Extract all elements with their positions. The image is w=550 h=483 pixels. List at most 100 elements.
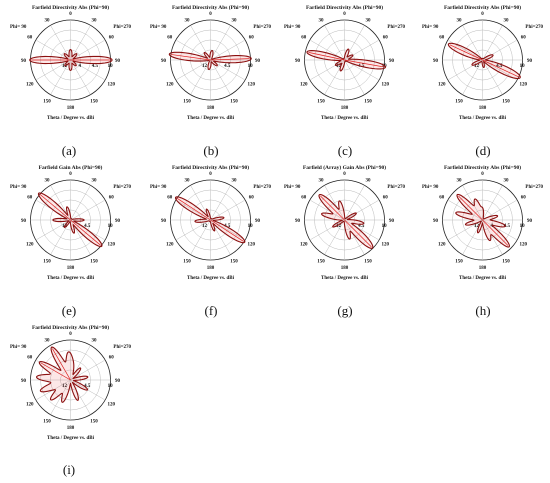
- left-label: Phi= 90: [10, 25, 27, 30]
- radial-tick-label: 10: [382, 224, 388, 229]
- angle-tick-label: 30: [232, 18, 238, 23]
- angle-tick-label: 60: [301, 196, 307, 201]
- angle-tick-label: 120: [519, 83, 527, 88]
- angle-tick-label: 0: [69, 12, 72, 17]
- caption-a: (a): [61, 143, 77, 158]
- main-lobe-direction: [70, 219, 101, 246]
- angle-tick-label: 60: [439, 36, 445, 41]
- grid-spoke: [50, 59, 71, 95]
- right-label: Phi=270: [113, 345, 131, 350]
- grid-spoke: [309, 59, 345, 81]
- main-lobe-direction: [39, 194, 71, 221]
- angle-tick-label: 60: [27, 36, 33, 41]
- chart-panel-g: Farfield (Array) Gain Abs (Phi=90) 0 30 60 9…: [282, 162, 407, 297]
- chart-panel-a: Farfield Directivity Abs (Phi=90) 0 30 60 90…: [8, 2, 133, 122]
- angle-tick-label: 60: [521, 36, 527, 41]
- angle-tick-label: 30: [504, 178, 510, 183]
- grid-spoke: [50, 379, 71, 415]
- angle-tick-label: 90: [115, 219, 121, 224]
- angle-tick-label: 150: [317, 100, 325, 105]
- main-lobe-direction: [170, 54, 211, 61]
- caption-d: (d): [475, 143, 491, 158]
- angle-tick-label: 150: [230, 100, 238, 105]
- angle-tick-label: 150: [43, 100, 51, 105]
- radial-tick-label: 12: [202, 224, 208, 229]
- grid-spoke: [70, 199, 106, 221]
- angle-tick-label: 90: [255, 219, 261, 224]
- radial-tick-label: 12: [62, 64, 68, 69]
- angle-tick-label: 180: [207, 106, 215, 111]
- angle-tick-label: 120: [26, 403, 34, 408]
- right-label: Phi=270: [525, 185, 543, 190]
- angle-tick-label: 120: [300, 243, 308, 248]
- angle-tick-label: 30: [92, 178, 98, 183]
- radial-tick-label: 4.5: [224, 64, 231, 69]
- polar-chart-c: Farfield Directivity Abs (Phi=90)0 30 60 90…: [284, 4, 405, 121]
- angle-tick-label: 150: [317, 260, 325, 265]
- main-lobe-direction: [210, 58, 250, 61]
- angle-tick-label: 150: [455, 260, 463, 265]
- angle-tick-label: 150: [183, 100, 191, 105]
- grid-spoke: [210, 185, 231, 221]
- angle-tick-label: 30: [366, 18, 372, 23]
- angle-tick-label: 90: [433, 59, 439, 64]
- angle-tick-label: 90: [21, 379, 27, 384]
- chart-title: Farfield Directivity Abs (Phi=90): [444, 164, 521, 171]
- radial-tick-label: 12: [336, 64, 342, 69]
- angle-tick-label: 0: [343, 12, 346, 17]
- angle-tick-label: 150: [364, 260, 372, 265]
- chart-panel-c: Farfield Directivity Abs (Phi=90) 0 30 60 90…: [282, 2, 407, 122]
- angle-tick-label: 30: [319, 178, 325, 183]
- left-label: Phi= 90: [10, 185, 27, 190]
- angle-tick-label: 120: [381, 83, 389, 88]
- angle-tick-label: 150: [90, 260, 98, 265]
- right-label: Phi=270: [387, 25, 405, 30]
- grid-spoke: [70, 59, 106, 81]
- grid-spoke: [210, 39, 246, 61]
- grid-spoke: [462, 25, 483, 61]
- angle-tick-label: 150: [43, 420, 51, 425]
- angle-tick-label: 60: [109, 196, 115, 201]
- main-lobe-direction: [210, 219, 244, 242]
- angle-tick-label: 90: [527, 59, 533, 64]
- angle-tick-label: 90: [433, 219, 439, 224]
- radial-tick-label: 4.5: [358, 224, 365, 229]
- chart-panel-i: Farfield Directivity Abs (Phi=90) 0 30 60 90…: [8, 322, 133, 457]
- x-axis-label: Theta / Degree vs. dBi: [47, 276, 95, 281]
- left-label: Phi= 90: [284, 185, 301, 190]
- x-axis-label: Theta / Degree vs. dBi: [459, 116, 507, 121]
- chart-panel-b: Farfield Directivity Abs (Phi=90) 0 30 60 90…: [148, 2, 273, 122]
- angle-tick-label: 90: [21, 219, 27, 224]
- angle-tick-label: 30: [92, 338, 98, 343]
- chart-title: Farfield Directivity Abs (Phi=90): [32, 324, 109, 331]
- radial-tick-label: 4.5: [504, 224, 511, 229]
- grid-spoke: [70, 59, 91, 95]
- chart-title: Farfield Gain Abs (Phi=90): [39, 164, 103, 171]
- angle-tick-label: 60: [439, 196, 445, 201]
- main-lobe-direction: [449, 44, 483, 61]
- angle-tick-label: 150: [502, 260, 510, 265]
- angle-tick-label: 120: [107, 243, 115, 248]
- angle-tick-label: 120: [107, 83, 115, 88]
- angle-tick-label: 90: [255, 59, 261, 64]
- polar-chart-b: Farfield Directivity Abs (Phi=90)0 30 60 90…: [150, 4, 271, 121]
- right-label: Phi=270: [387, 185, 405, 190]
- grid-spoke: [344, 59, 365, 95]
- caption-c: (c): [337, 143, 353, 158]
- angle-tick-label: 0: [69, 332, 72, 337]
- grid-spoke: [482, 39, 518, 61]
- left-label: Phi= 90: [422, 185, 439, 190]
- grid-spoke: [482, 219, 518, 241]
- grid-spoke: [324, 185, 345, 221]
- chart-panel-d: Farfield Directivity Abs (Phi=90) 0 30 60 90…: [420, 2, 545, 122]
- grid-spoke: [482, 219, 503, 255]
- grid-spoke: [70, 185, 91, 221]
- radial-tick-label: 4.5: [496, 64, 503, 69]
- angle-tick-label: 150: [502, 100, 510, 105]
- angle-tick-label: 90: [21, 59, 27, 64]
- angle-tick-label: 60: [27, 356, 33, 361]
- grid-spoke: [190, 59, 211, 95]
- angle-tick-label: 60: [109, 356, 115, 361]
- grid-spoke: [35, 219, 71, 241]
- left-label: Phi= 90: [150, 25, 167, 30]
